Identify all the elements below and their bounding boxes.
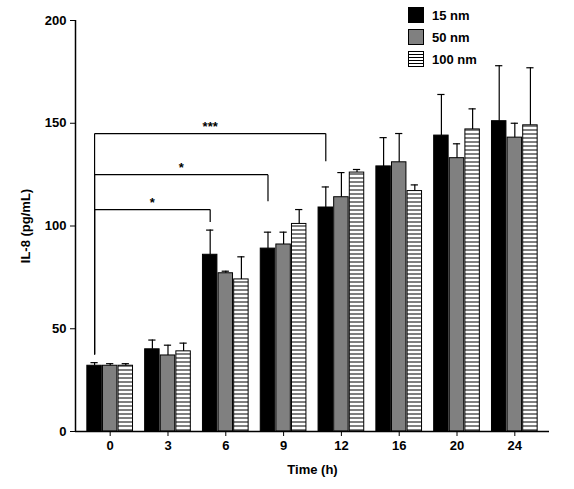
svg-text:100: 100 xyxy=(45,218,67,233)
html-text:100 nm: 100 nm xyxy=(432,51,477,67)
svg-text:*: * xyxy=(179,160,185,175)
svg-text:200: 200 xyxy=(45,13,67,28)
svg-text:3: 3 xyxy=(164,438,171,453)
svg-text:150: 150 xyxy=(45,115,67,130)
svg-text:*: * xyxy=(150,195,156,210)
svg-text:16: 16 xyxy=(392,438,406,453)
svg-text:20: 20 xyxy=(450,438,464,453)
svg-text:12: 12 xyxy=(334,438,348,453)
svg-text:***: *** xyxy=(203,119,219,134)
svg-text:9: 9 xyxy=(280,438,287,453)
svg-text:6: 6 xyxy=(222,438,229,453)
html-text:50 nm: 50 nm xyxy=(432,29,470,45)
svg-text:IL-8 (pg/mL): IL-8 (pg/mL) xyxy=(18,189,33,263)
svg-text:0: 0 xyxy=(59,424,66,439)
svg-text:50: 50 xyxy=(52,321,66,336)
svg-text:Time (h): Time (h) xyxy=(287,462,337,477)
svg-text:24: 24 xyxy=(508,438,523,453)
svg-text:0: 0 xyxy=(107,438,114,453)
html-text:15 nm: 15 nm xyxy=(432,7,470,23)
